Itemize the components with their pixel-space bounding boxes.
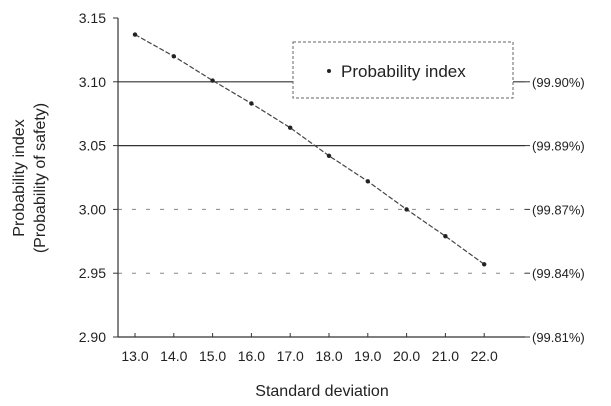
data-point <box>132 32 138 37</box>
legend-label: Probability index <box>341 62 466 81</box>
data-point <box>443 233 448 239</box>
x-tick-label: 21.0 <box>432 348 459 364</box>
x-tick-label: 13.0 <box>121 348 148 364</box>
y-tick-label: 2.90 <box>79 329 106 345</box>
data-point <box>288 125 293 130</box>
safety-percent-label: (99.84%) <box>532 266 585 281</box>
x-tick-label: 18.0 <box>315 348 342 364</box>
grid-lines <box>118 81 525 274</box>
x-axis-ticks: 13.0 14.0 15.0 16.0 17.0 18.0 19.0 20.0 21.0 22.0 <box>121 333 498 364</box>
data-point <box>404 207 409 212</box>
x-tick-label: 16.0 <box>238 348 265 364</box>
data-point <box>171 54 176 59</box>
x-tick-label: 20.0 <box>393 348 420 364</box>
safety-percent-label: (99.90%) <box>532 75 585 90</box>
y-axis-ticks: 2.90 2.95 3.00 3.05 3.10 3.15 <box>79 10 118 345</box>
x-tick-label: 22.0 <box>471 348 498 364</box>
series-line <box>134 34 485 265</box>
legend: Probability index <box>292 41 514 99</box>
safety-percent-label: (99.81%) <box>532 330 585 345</box>
x-tick-label: 15.0 <box>199 348 226 364</box>
data-point <box>210 78 215 83</box>
data-point <box>482 262 487 267</box>
data-point <box>365 179 370 184</box>
y-tick-label: 2.95 <box>79 265 106 281</box>
y-tick-label: 3.05 <box>79 138 106 154</box>
series-probability-index <box>132 32 487 267</box>
y-tick-label: 3.00 <box>79 201 106 217</box>
safety-percent-label: (99.87%) <box>532 202 585 217</box>
y-tick-label: 3.15 <box>79 10 106 26</box>
y-axis-title: Probability index <box>11 119 28 236</box>
x-axis-title: Standard deviation <box>255 383 388 400</box>
legend-marker <box>327 69 331 73</box>
safety-percent-label: (99.89%) <box>532 139 585 154</box>
y-axis-subtitle: (Probability of safety) <box>32 103 49 253</box>
y-tick-label: 3.10 <box>79 74 106 90</box>
data-point <box>249 101 254 106</box>
x-tick-label: 17.0 <box>277 348 304 364</box>
data-point <box>326 153 332 159</box>
safety-percent-labels: (99.90%) (99.89%) (99.87%) (99.84%) (99.81%) <box>525 75 585 345</box>
x-tick-label: 19.0 <box>354 348 381 364</box>
x-tick-label: 14.0 <box>160 348 187 364</box>
